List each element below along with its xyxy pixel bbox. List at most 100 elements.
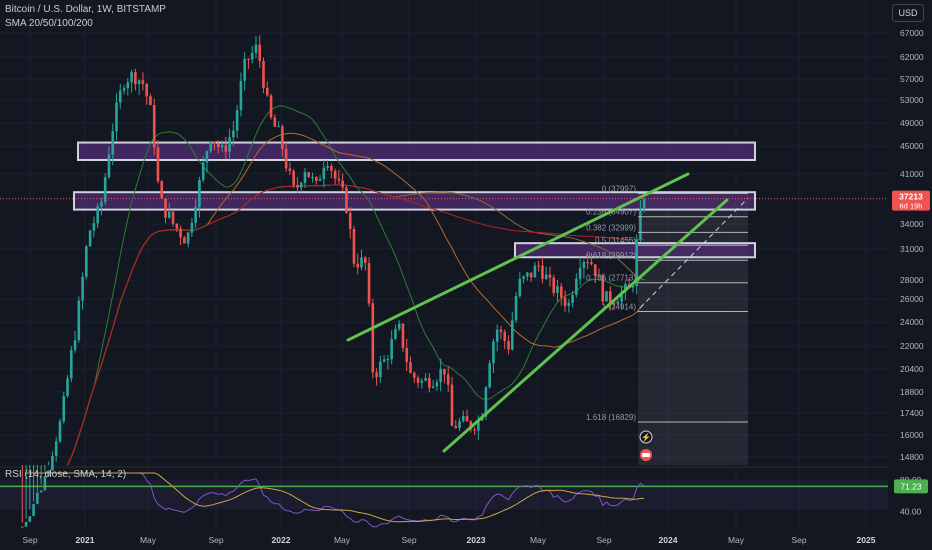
event-icons: ⚡ [639,430,653,461]
candle-body [510,320,514,350]
candle-body [514,296,518,321]
candle-body [122,88,126,91]
fib-level-label: 0.618 (29912) [586,251,636,260]
candle-body [431,386,435,388]
candle-body [571,294,574,303]
candle-body [152,104,156,148]
price-tick-label: 49000 [900,118,924,128]
candle-body [526,272,529,277]
candle-body [198,179,201,208]
candle-body [477,420,480,431]
candle-body [88,230,92,247]
price-tick-label: 20400 [900,364,924,374]
candle-body [522,276,525,279]
candle-body [20,526,24,528]
candle-body [416,377,420,383]
candle-body [118,90,122,103]
candle-body [548,274,552,278]
bar-countdown: 6d 19h [900,202,923,211]
candle-body [412,372,416,378]
candle-body [620,291,623,302]
candle-body [66,378,69,396]
candle-body [612,302,616,304]
price-axis[interactable]: 6700062000570005300049000450004100037000… [892,28,930,517]
moving-averages [67,105,645,466]
candle-body [307,172,311,178]
candle-body [73,340,77,350]
fib-level-label: 0.5 (31455) [595,236,636,245]
candle-body [624,284,627,292]
candle-body [107,154,111,178]
candle-body [556,286,559,294]
candle-body [461,415,465,422]
candle-body [446,374,450,385]
candle-body [243,58,246,81]
candle-body [54,441,58,456]
fib-level-label: 1 (24914) [602,302,637,311]
candle-body [386,359,390,361]
candle-body [492,341,495,364]
rsi-band [0,479,888,510]
candle-body [58,421,62,442]
candle-body [435,382,439,387]
candle-body [164,198,167,218]
candle-body [586,262,589,264]
indicator-legend[interactable]: SMA 20/50/100/200 [5,18,93,29]
candle-body [375,372,378,378]
rsi-legend[interactable]: RSI (14, close, SMA, 14, 2) [5,469,127,480]
candle-body [507,341,510,350]
candle-body [232,130,235,138]
candle-body [149,96,152,105]
rsi-value-badge [894,479,928,494]
time-tick-label: May [728,535,745,545]
candle-body [205,151,209,163]
candle-body [281,126,284,149]
candle-body [578,268,582,279]
candle-body [326,165,329,168]
candle-body [258,44,262,61]
candle-body [24,521,28,527]
candle-body [235,110,239,131]
trendlines [346,172,749,453]
sma-20-line [67,105,645,466]
candle-body [390,339,393,360]
currency-button[interactable]: USD [892,4,924,22]
wedge-trendline [442,198,729,453]
candle-body [593,264,597,276]
candle-body [605,291,608,302]
candle-body [533,265,537,278]
candle-body [277,126,280,128]
candle-body [345,187,348,213]
candle-body [160,181,164,199]
candle-body [563,297,567,306]
candle-body [228,137,231,152]
price-tick-label: 18800 [900,387,924,397]
time-axis[interactable]: Sep 2021 May Sep 2022 May Sep 2023 May Sep 2024 May… [22,535,875,545]
price-tick-label: 16000 [900,430,924,440]
candle-body [567,302,571,306]
candle-body [62,395,66,422]
candle-body [43,476,47,491]
candle-body [179,228,182,238]
price-tick-label: 26000 [900,294,924,304]
candle-body [186,232,190,244]
candle-body [314,176,318,181]
candle-body [495,329,499,342]
price-tick-label: 31000 [900,244,924,254]
candle-body [397,323,401,329]
candles [20,35,646,528]
candle-body [239,80,243,111]
time-tick-label: May [334,535,351,545]
time-tick-label: 2023 [467,535,486,545]
candle-body [247,58,250,60]
candle-body [183,237,186,244]
price-tick-label: 34000 [900,219,924,229]
candle-body [541,265,544,279]
price-tick-label: 62000 [900,52,924,62]
candle-body [303,172,307,183]
candle-body [348,212,352,229]
candle-body [39,490,43,493]
candle-body [503,331,507,342]
